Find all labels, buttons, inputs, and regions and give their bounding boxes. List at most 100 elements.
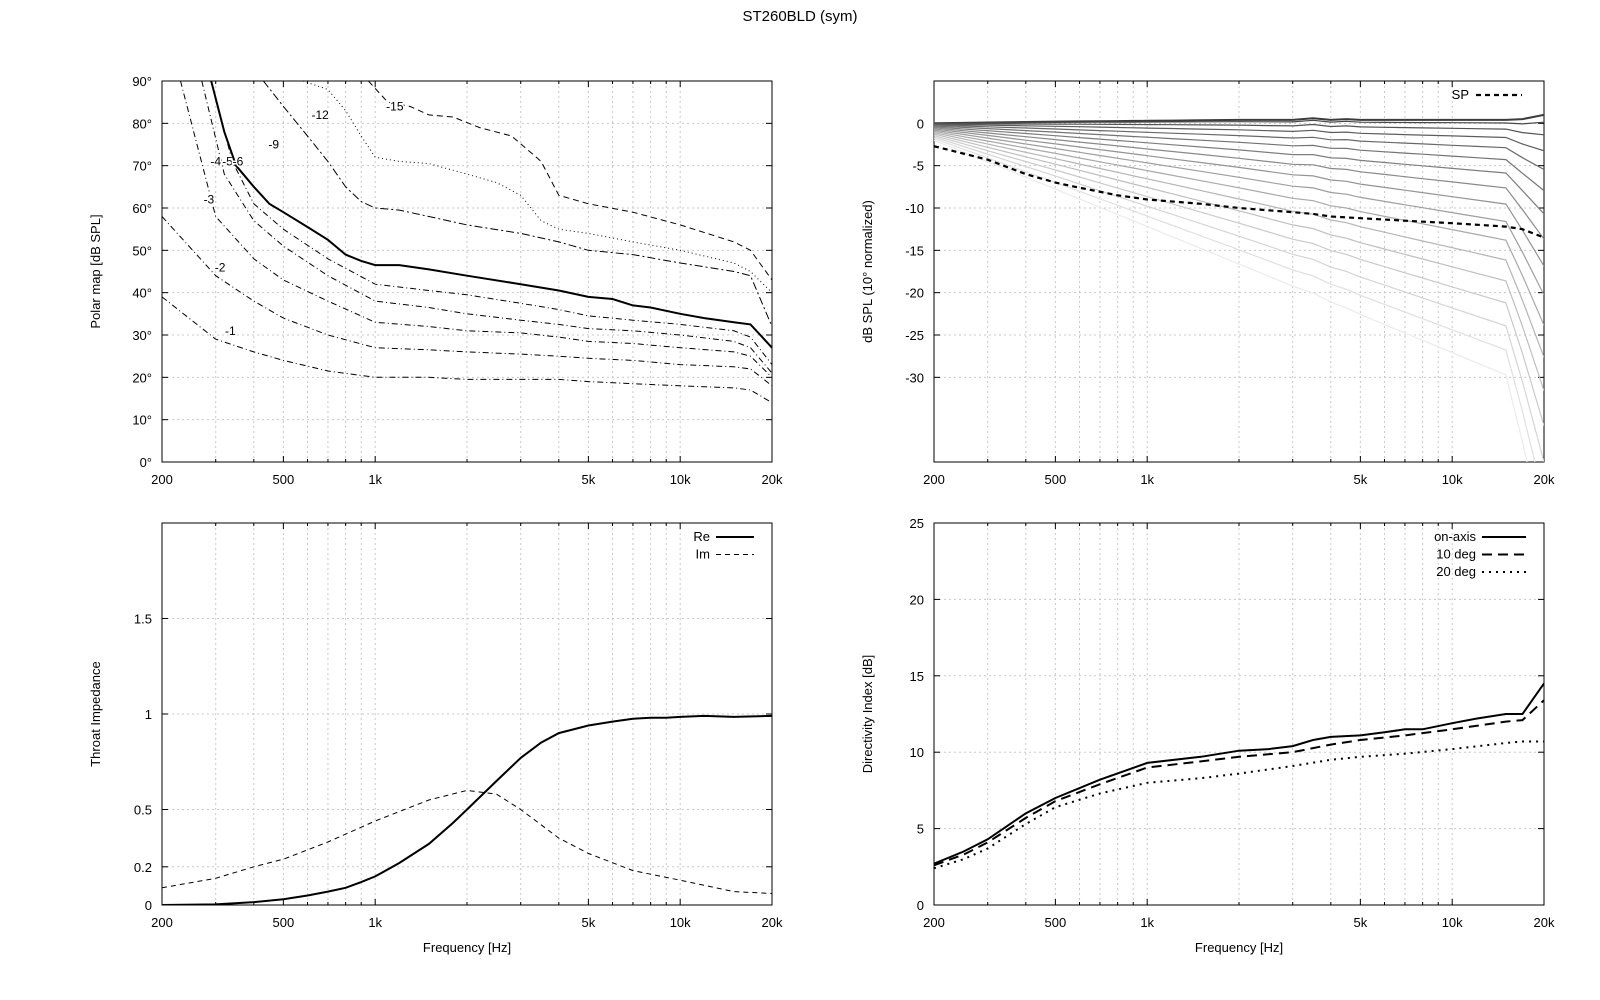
x-tick-label: 1k bbox=[368, 472, 382, 487]
x-tick-label: 5k bbox=[582, 915, 596, 930]
directivity-fan-line bbox=[934, 127, 1544, 240]
y-tick-label: 0 bbox=[145, 898, 152, 913]
impedance-plot-area bbox=[162, 714, 772, 905]
directivity-fan-line bbox=[934, 119, 1544, 125]
normalized-ylabel: dB SPL (10° normalized) bbox=[860, 200, 875, 343]
legend: Re Im bbox=[693, 529, 754, 562]
y-tick-label: -30 bbox=[905, 370, 924, 385]
legend-label: 10 deg bbox=[1436, 547, 1476, 562]
contour-line bbox=[162, 296, 772, 404]
x-tick-label: 500 bbox=[273, 472, 295, 487]
series-line-20-deg bbox=[934, 740, 1544, 870]
x-tick-label: 200 bbox=[923, 915, 945, 930]
normalized-plot-area bbox=[934, 113, 1544, 462]
y-tick-label: 30° bbox=[132, 328, 152, 343]
directivity-plot-area bbox=[934, 682, 1544, 870]
x-tick-label: 10k bbox=[670, 472, 691, 487]
y-tick-label: 25 bbox=[910, 516, 924, 531]
series-line-Re bbox=[162, 714, 772, 905]
x-tick-label: 200 bbox=[151, 915, 173, 930]
y-tick-label: 10° bbox=[132, 413, 152, 428]
contour-line bbox=[302, 81, 772, 294]
directivity-xlabel: Frequency [Hz] bbox=[1195, 940, 1283, 955]
x-tick-label: 20k bbox=[762, 915, 783, 930]
x-tick-label: 10k bbox=[670, 915, 691, 930]
y-tick-label: 1.5 bbox=[134, 612, 152, 627]
y-tick-label: -5 bbox=[912, 159, 924, 174]
directivity-chart: 200 500 1k 5k 10k 20k 0 5 10 15 20 25 Directivity In… bbox=[860, 516, 1555, 955]
contour-label: -5 bbox=[222, 154, 233, 168]
legend-label: on-axis bbox=[1434, 529, 1476, 544]
y-tick-label: 0 bbox=[917, 116, 924, 131]
y-tick-label: -25 bbox=[905, 328, 924, 343]
y-tick-label: 0° bbox=[140, 455, 152, 470]
directivity-fan-line bbox=[934, 125, 1544, 192]
directivity-fan-line bbox=[934, 136, 1544, 462]
directivity-fan-line bbox=[934, 134, 1544, 426]
y-tick-label: 60° bbox=[132, 201, 152, 216]
y-tick-label: 5 bbox=[917, 822, 924, 837]
contour-label: -4 bbox=[210, 154, 221, 168]
normalized-chart: 200 500 1k 5k 10k 20k 0 -5 -10 -15 -20 -25 -30 dB SPL… bbox=[860, 80, 1555, 487]
contour-line bbox=[263, 81, 772, 327]
directivity-fan-line bbox=[934, 128, 1544, 267]
y-tick-label: 90° bbox=[132, 74, 152, 89]
contour-line bbox=[210, 81, 772, 365]
legend-label: 20 deg bbox=[1436, 564, 1476, 579]
contour-label: -9 bbox=[268, 138, 279, 152]
contour-line bbox=[180, 81, 772, 378]
impedance-ylabel: Throat Impedance bbox=[88, 661, 103, 767]
directivity-fan-line bbox=[934, 124, 1544, 171]
legend-label-sp: SP bbox=[1452, 87, 1469, 102]
legend: on-axis 10 deg 20 deg bbox=[1434, 529, 1526, 579]
directivity-fan-line bbox=[934, 113, 1544, 125]
x-tick-label: 10k bbox=[1442, 472, 1463, 487]
directivity-fan-line bbox=[934, 133, 1544, 391]
y-tick-label: -20 bbox=[905, 286, 924, 301]
x-tick-label: 1k bbox=[1140, 472, 1154, 487]
sp-series-line bbox=[934, 145, 1544, 239]
directivity-fan-line bbox=[934, 129, 1544, 296]
impedance-xlabel: Frequency [Hz] bbox=[423, 940, 511, 955]
polar-plot-area: -1 -2 -3 -4 -5 -6 -9 -12 -15 bbox=[162, 81, 772, 404]
contour-label: -15 bbox=[386, 99, 404, 113]
legend-label: Im bbox=[696, 547, 710, 562]
polar-ylabel: Polar map [dB SPL] bbox=[88, 214, 103, 328]
directivity-fan-line bbox=[934, 123, 1544, 152]
y-tick-label: 1 bbox=[145, 707, 152, 722]
y-tick-label: 20° bbox=[132, 370, 152, 385]
y-tick-label: 80° bbox=[132, 116, 152, 131]
y-tick-label: 0.2 bbox=[134, 860, 152, 875]
y-tick-label: 15 bbox=[910, 669, 924, 684]
y-tick-label: 20 bbox=[910, 592, 924, 607]
directivity-fan-line bbox=[934, 139, 1528, 462]
x-tick-label: 200 bbox=[151, 472, 173, 487]
directivity-fan-line bbox=[934, 126, 1544, 215]
y-tick-label: -15 bbox=[905, 243, 924, 258]
directivity-fan-line bbox=[934, 132, 1544, 358]
contour-label: -6 bbox=[233, 154, 244, 168]
contour-label: -12 bbox=[311, 108, 329, 122]
contour-line bbox=[201, 81, 772, 374]
y-tick-label: -10 bbox=[905, 201, 924, 216]
y-tick-label: 0.5 bbox=[134, 803, 152, 818]
series-line-on-axis bbox=[934, 682, 1544, 865]
directivity-fan-line bbox=[934, 123, 1544, 136]
contour-line bbox=[210, 81, 772, 349]
contour-label: -2 bbox=[215, 260, 226, 274]
series-line-10-deg bbox=[934, 699, 1544, 867]
y-tick-label: 10 bbox=[910, 745, 924, 760]
y-tick-label: 70° bbox=[132, 159, 152, 174]
y-tick-label: 40° bbox=[132, 286, 152, 301]
x-tick-label: 1k bbox=[368, 915, 382, 930]
contour-line bbox=[162, 216, 772, 387]
x-tick-label: 5k bbox=[582, 472, 596, 487]
polar-chart: 200 500 1k 5k 10k 20k 0° 10° 20° 30° 40° 50° 60° 70° 8… bbox=[88, 74, 783, 487]
directivity-fan-line bbox=[934, 138, 1536, 462]
x-tick-label: 500 bbox=[273, 915, 295, 930]
contour-label: -1 bbox=[225, 324, 236, 338]
x-tick-label: 500 bbox=[1045, 472, 1067, 487]
x-tick-label: 500 bbox=[1045, 915, 1067, 930]
directivity-ylabel: Directivity Index [dB] bbox=[860, 655, 875, 774]
